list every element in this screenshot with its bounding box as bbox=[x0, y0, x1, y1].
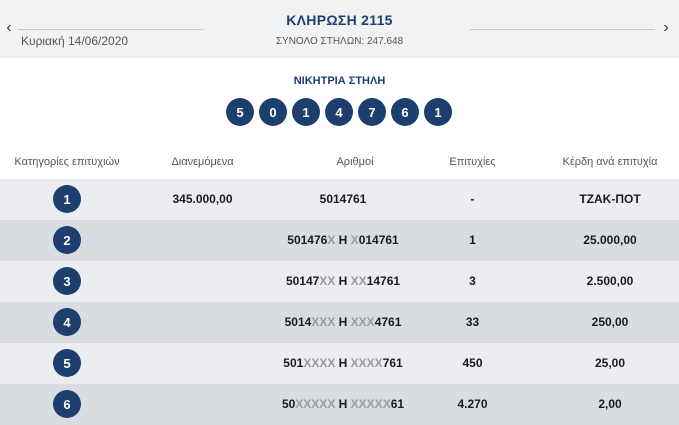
table-row: 3 50147XX Η XX14761 3 2.500,00 bbox=[0, 261, 679, 302]
column-header-prize: Κέρδη ανά επιτυχία bbox=[562, 156, 658, 168]
column-header-categories: Κατηγορίες επιτυχιών bbox=[14, 156, 120, 168]
draw-date: Κυριακή 14/06/2020 bbox=[21, 34, 129, 48]
winners-count: 3 bbox=[469, 274, 476, 288]
divider bbox=[470, 29, 655, 30]
chevron-right-icon[interactable]: › bbox=[663, 19, 669, 36]
category-ball: 4 bbox=[53, 308, 81, 336]
winning-number-ball: 5 bbox=[226, 98, 254, 126]
winning-number-ball: 1 bbox=[424, 98, 452, 126]
winning-column-label: ΝΙΚΗΤΡΙΑ ΣΤΗΛΗ bbox=[293, 75, 386, 87]
winning-numbers: 5 0 1 4 7 6 1 bbox=[226, 98, 452, 128]
chevron-left-icon[interactable]: ‹ bbox=[6, 19, 12, 36]
table-row: 5 501XXXX Η XXXX761 450 25,00 bbox=[0, 343, 679, 384]
draw-title: ΚΛΗΡΩΣΗ 2115 bbox=[286, 12, 393, 28]
prize-per-winner: 2,00 bbox=[598, 397, 622, 411]
table-row: 1 345.000,00 5014761 - ΤΖΑΚ-ΠΟΤ bbox=[0, 179, 679, 220]
divider bbox=[18, 29, 204, 30]
category-ball: 6 bbox=[53, 390, 81, 418]
matching-numbers: 5014XXX Η XXX4761 bbox=[284, 315, 402, 329]
matching-numbers: 5014761 bbox=[319, 192, 367, 206]
column-header-numbers: Αριθμοί bbox=[336, 156, 374, 168]
total-columns: ΣΥΝΟΛΟ ΣΤΗΛΩΝ: 247.648 bbox=[275, 36, 404, 47]
table-row: 4 5014XXX Η XXX4761 33 250,00 bbox=[0, 302, 679, 343]
matching-numbers: 501476X Η X014761 bbox=[287, 233, 399, 247]
column-header-winners: Επιτυχίες bbox=[449, 156, 496, 168]
winners-count: 450 bbox=[462, 356, 483, 370]
winning-number-ball: 7 bbox=[358, 98, 386, 126]
table-row: 6 50XXXXX Η XXXXX61 4.270 2,00 bbox=[0, 384, 679, 425]
prize-per-winner: 25.000,00 bbox=[583, 233, 637, 247]
winning-number-ball: 6 bbox=[391, 98, 419, 126]
matching-numbers: 501XXXX Η XXXX761 bbox=[283, 356, 403, 370]
category-ball: 5 bbox=[53, 349, 81, 377]
matching-numbers: 50XXXXX Η XXXXX61 bbox=[281, 397, 405, 411]
winners-count: 1 bbox=[469, 233, 476, 247]
prize-per-winner: 25,00 bbox=[594, 356, 626, 370]
winners-count: 4.270 bbox=[457, 397, 488, 411]
distributed-amount: 345.000,00 bbox=[172, 192, 233, 206]
table-header: Κατηγορίες επιτυχιών Διανεμόμενα Αριθμοί… bbox=[0, 150, 679, 178]
winning-number-ball: 1 bbox=[292, 98, 320, 126]
prize-per-winner: 250,00 bbox=[591, 315, 629, 329]
column-header-distributed: Διανεμόμενα bbox=[171, 156, 234, 168]
category-ball: 3 bbox=[53, 267, 81, 295]
winners-count: 33 bbox=[465, 315, 480, 329]
winners-count: - bbox=[470, 192, 475, 206]
winning-number-ball: 4 bbox=[325, 98, 353, 126]
prize-per-winner: 2.500,00 bbox=[586, 274, 634, 288]
draw-header: ‹ Κυριακή 14/06/2020 ΚΛΗΡΩΣΗ 2115 ΣΥΝΟΛΟ… bbox=[0, 0, 679, 58]
winning-number-ball: 0 bbox=[259, 98, 287, 126]
category-ball: 2 bbox=[53, 226, 81, 254]
prize-per-winner: ΤΖΑΚ-ΠΟΤ bbox=[579, 192, 641, 206]
matching-numbers: 50147XX Η XX14761 bbox=[285, 274, 401, 288]
table-row: 2 501476X Η X014761 1 25.000,00 bbox=[0, 220, 679, 261]
category-ball: 1 bbox=[53, 185, 81, 213]
